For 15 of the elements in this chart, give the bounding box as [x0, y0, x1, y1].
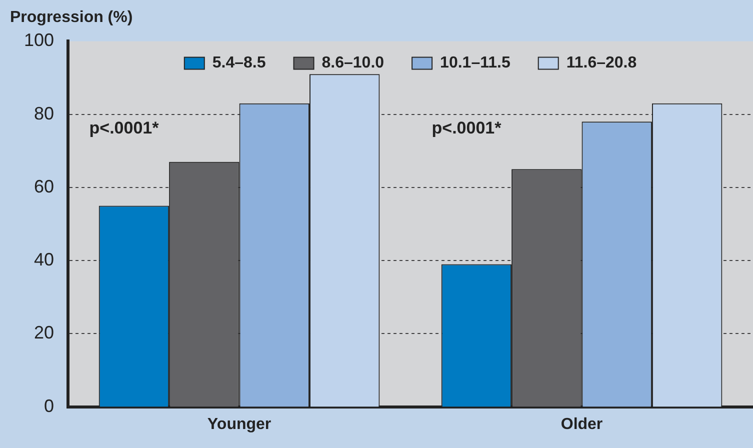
- legend-label: 11.6–20.8: [566, 54, 637, 72]
- y-tick-label: 40: [34, 250, 54, 270]
- x-tick-label: Younger: [207, 416, 272, 433]
- legend-label: 5.4–8.5: [212, 54, 266, 72]
- y-tick-label: 60: [34, 176, 54, 196]
- y-tick-label: 80: [34, 103, 54, 124]
- annotation: p<.0001*: [89, 118, 160, 138]
- legend-label: 10.1–11.5: [440, 54, 510, 72]
- legend-label: 8.6–10.0: [322, 54, 384, 72]
- y-tick-label: 0: [44, 396, 54, 416]
- annotation: p<.0001*: [432, 118, 502, 138]
- y-tick-label: 20: [34, 322, 54, 343]
- chart-title: Progression (%): [10, 9, 133, 26]
- y-tick-label: 100: [24, 30, 54, 50]
- x-tick-label: Older: [560, 416, 603, 433]
